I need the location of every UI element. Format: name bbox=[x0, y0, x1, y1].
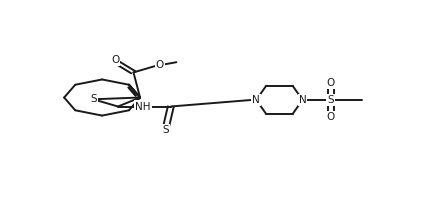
Text: O: O bbox=[156, 60, 164, 70]
Text: O: O bbox=[326, 78, 335, 88]
Text: O: O bbox=[326, 112, 335, 122]
Text: N: N bbox=[299, 95, 306, 105]
Text: S: S bbox=[90, 94, 97, 104]
Text: S: S bbox=[327, 95, 334, 105]
Text: S: S bbox=[163, 125, 169, 135]
Text: NH: NH bbox=[135, 102, 150, 112]
Text: O: O bbox=[111, 55, 119, 65]
Text: N: N bbox=[253, 95, 260, 105]
